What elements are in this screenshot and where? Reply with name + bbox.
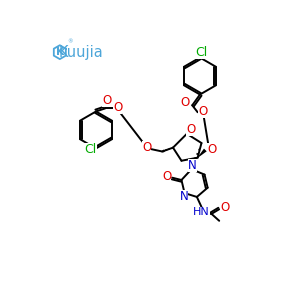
Text: O: O (181, 97, 190, 110)
Text: K: K (56, 47, 64, 57)
Text: O: O (186, 123, 195, 136)
Text: O: O (220, 201, 229, 214)
Text: O: O (207, 143, 216, 156)
Text: O: O (198, 105, 208, 118)
Text: ®: ® (68, 40, 73, 44)
Text: O: O (113, 101, 122, 114)
Text: Cl: Cl (85, 143, 97, 157)
Text: Cl: Cl (195, 46, 208, 59)
Text: Kuujia: Kuujia (59, 45, 104, 60)
Text: N: N (188, 159, 197, 172)
Polygon shape (197, 148, 207, 158)
Text: N: N (179, 190, 188, 203)
Text: O: O (102, 94, 111, 107)
Text: HN: HN (193, 207, 210, 217)
Text: O: O (142, 141, 152, 154)
Text: O: O (162, 170, 172, 183)
